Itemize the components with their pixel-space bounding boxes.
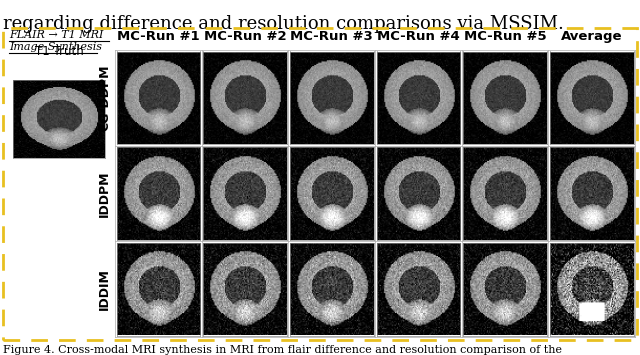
Text: IDDIM: IDDIM <box>98 268 111 310</box>
Text: FLAIR → T1 MRI: FLAIR → T1 MRI <box>9 30 104 40</box>
Text: regarding difference and resolution comparisons via MSSIM.: regarding difference and resolution comp… <box>3 15 564 33</box>
Text: MC-Run #2: MC-Run #2 <box>204 30 286 43</box>
Text: CG-DDPM: CG-DDPM <box>98 65 111 131</box>
Text: Average: Average <box>561 30 623 43</box>
Text: MC-Run #1: MC-Run #1 <box>117 30 200 43</box>
Text: IDDPM: IDDPM <box>98 170 111 217</box>
Text: Figure 4. Cross-modal MRI synthesis in MRI from flair difference and resolution : Figure 4. Cross-modal MRI synthesis in M… <box>3 345 562 355</box>
Text: MC-Run #5: MC-Run #5 <box>464 30 547 43</box>
Text: MC-Run #4: MC-Run #4 <box>377 30 460 43</box>
Text: Image Synthesis: Image Synthesis <box>9 42 102 52</box>
Text: MC-Run #3: MC-Run #3 <box>291 30 373 43</box>
Text: T1 Truth: T1 Truth <box>35 45 83 58</box>
